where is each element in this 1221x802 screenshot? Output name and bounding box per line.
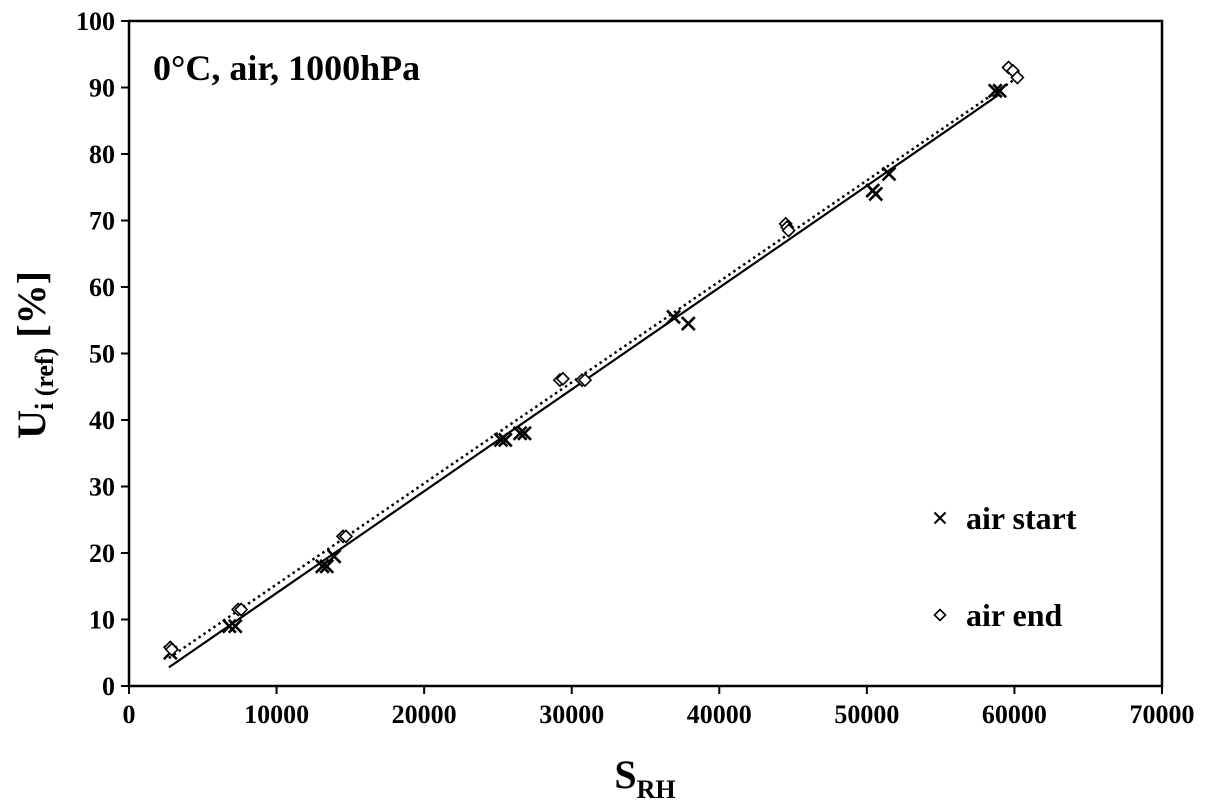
trendlines: [168, 78, 1016, 669]
y-tick-label: 0: [102, 672, 115, 701]
x-marker-stroke: [881, 166, 897, 182]
x-marker-stroke: [512, 425, 528, 441]
y-tick-label: 10: [89, 606, 115, 635]
trendline-air-end: [168, 78, 1016, 660]
x-marker-stroke: [326, 548, 342, 564]
air-end-point: [555, 371, 570, 386]
x-marker-stroke: [517, 425, 532, 441]
legend-x-marker: [933, 511, 947, 525]
legend-marker-air-end: [933, 608, 947, 622]
y-axis-title-suffix: [%]: [9, 271, 54, 348]
x-tick-label: 70000: [1130, 700, 1195, 729]
axis-ticks: 0 10000 20000 30000 40000 50000 60000 70000 0 10 2…: [76, 7, 1195, 729]
air-start-point: [497, 432, 513, 448]
y-tick-label: 90: [89, 74, 115, 103]
air-end-point: [577, 372, 593, 388]
y-tick-label: 50: [89, 340, 115, 369]
air-start-point: [493, 432, 509, 448]
air-start-point: [319, 558, 335, 574]
x-axis-title-sub: RH: [637, 775, 676, 802]
legend-label-air-start: air start: [966, 500, 1077, 536]
x-marker-stroke: [221, 618, 237, 634]
y-tick-label: 80: [89, 140, 115, 169]
y-tick-label: 60: [89, 273, 115, 302]
air-start-point: [221, 618, 237, 634]
air-start-point: [314, 558, 330, 574]
x-tick-label: 50000: [834, 700, 899, 729]
air-start-point: [517, 425, 532, 441]
air-start-point: [227, 618, 243, 634]
y-tick-label: 30: [89, 473, 115, 502]
legend-diamond-marker: [933, 608, 947, 622]
legend: air start air end: [933, 500, 1077, 633]
x-axis-title: SRH: [614, 752, 675, 802]
data-markers: [162, 60, 1025, 661]
air-start-point: [512, 425, 528, 441]
air-end-point: [234, 602, 249, 617]
x-marker-stroke: [319, 558, 335, 574]
plot-frame: [127, 19, 1164, 688]
x-tick-label: 60000: [982, 700, 1047, 729]
air-start-point: [326, 548, 342, 564]
x-tick-label: 30000: [539, 700, 604, 729]
legend-marker-air-start: [933, 511, 947, 525]
air-end-point: [781, 223, 796, 238]
x-marker-stroke: [314, 558, 330, 574]
x-tick-label: 40000: [687, 700, 752, 729]
x-marker-stroke: [666, 309, 681, 325]
x-marker-stroke: [868, 186, 884, 202]
air-start-point: [992, 83, 1008, 99]
air-start-point: [666, 309, 681, 325]
chart-annotation: 0°C, air, 1000hPa: [153, 48, 420, 88]
x-marker-stroke: [227, 618, 243, 634]
air-end-point: [1010, 70, 1025, 85]
y-tick-label: 70: [89, 207, 115, 236]
air-end-point: [164, 642, 179, 657]
y-tick-label: 20: [89, 539, 115, 568]
x-tick-label: 0: [123, 700, 136, 729]
x-tick-label: 20000: [392, 700, 457, 729]
x-tick-label: 10000: [244, 700, 309, 729]
x-marker-stroke: [497, 432, 513, 448]
y-axis-title-main: U: [9, 410, 54, 439]
air-end-point: [338, 529, 354, 544]
x-marker-stroke: [933, 511, 947, 525]
y-axis-title-sub: i (ref): [30, 348, 59, 410]
x-axis-title-main: S: [614, 752, 636, 797]
x-marker-stroke: [987, 83, 1003, 99]
legend-label-air-end: air end: [966, 597, 1063, 633]
air-start-point: [680, 316, 696, 331]
y-axis-title: Ui (ref) [%]: [9, 271, 59, 439]
x-marker-stroke: [493, 432, 509, 448]
x-marker-stroke: [680, 316, 696, 331]
air-start-point: [868, 186, 884, 202]
y-tick-label: 40: [89, 406, 115, 435]
air-start-point: [987, 83, 1003, 99]
air-start-point: [881, 166, 897, 182]
x-marker-stroke: [992, 83, 1008, 99]
y-tick-label: 100: [76, 7, 115, 36]
